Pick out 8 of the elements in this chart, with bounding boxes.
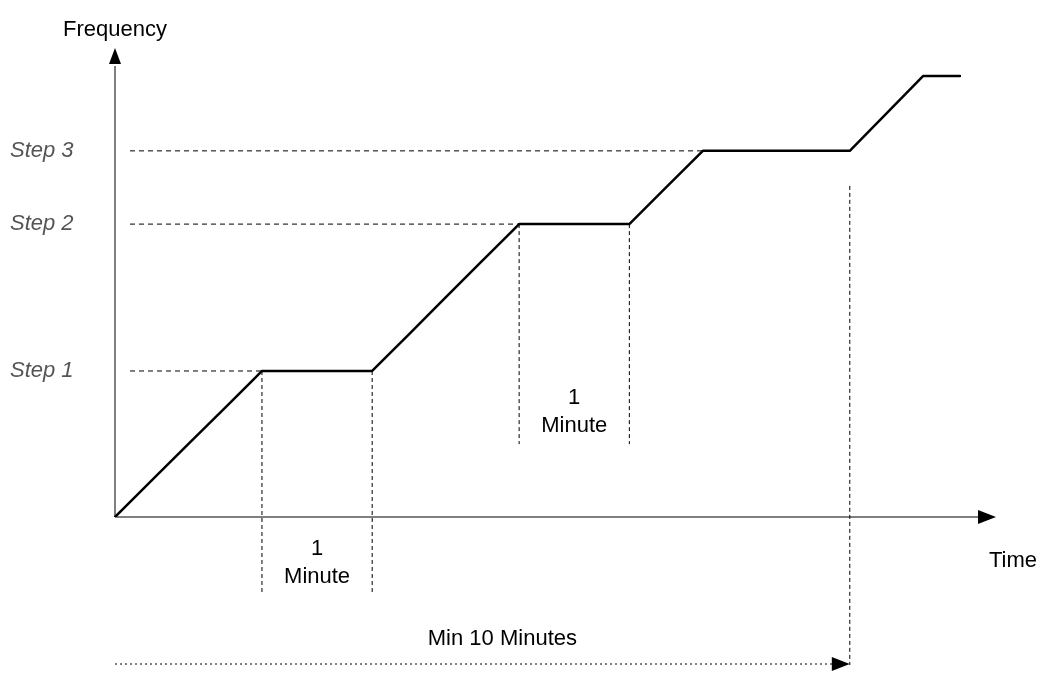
- ref-line-label: Step 1: [10, 357, 74, 383]
- text: Min 10 Minutes: [427, 625, 577, 650]
- text: 1 Minute: [284, 535, 351, 588]
- ref-line-label: Step 3: [10, 137, 75, 162]
- x-axis-title: Time: [988, 547, 1038, 572]
- ref-line-label: Step 2: [10, 210, 74, 236]
- annotation: 1 Minute: [541, 384, 608, 438]
- y-axis-title: Frequency: [63, 16, 167, 41]
